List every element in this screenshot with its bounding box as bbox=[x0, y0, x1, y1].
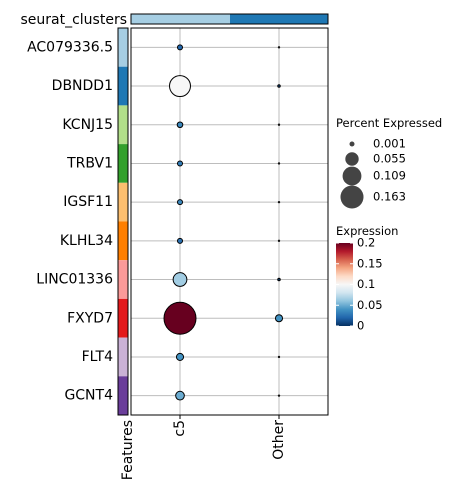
feature-color-cell bbox=[118, 66, 128, 106]
color-legend: 0 0.05 0.1 0.15 0.2 bbox=[336, 236, 383, 333]
y-tick-label: IGSF11 bbox=[63, 194, 113, 210]
size-legend-label: 0.001 bbox=[373, 137, 406, 151]
grid-layer bbox=[131, 28, 328, 415]
y-tick-labels: AC079336.5 DBNDD1 KCNJ15 TRBV1 IGSF11 KLHL34 L… bbox=[27, 39, 113, 403]
data-dot bbox=[163, 301, 197, 335]
data-dot bbox=[277, 277, 281, 282]
feature-color-cell bbox=[118, 298, 128, 338]
data-dot bbox=[277, 123, 281, 126]
y-tick-label: LINC01336 bbox=[36, 272, 113, 288]
y-tick-label: FLT4 bbox=[82, 349, 113, 365]
feature-color-cell bbox=[118, 221, 128, 261]
data-dot bbox=[175, 390, 185, 401]
feature-color-cell bbox=[118, 337, 128, 377]
dots-layer bbox=[163, 44, 284, 401]
top-annotation bbox=[130, 13, 329, 25]
size-legend-dot bbox=[345, 152, 359, 166]
color-legend-label: 0.15 bbox=[357, 256, 383, 270]
y-tick-label: GCNT4 bbox=[64, 388, 113, 404]
color-legend-label: 0 bbox=[357, 319, 364, 333]
data-dot bbox=[176, 199, 184, 206]
y-tick-label: AC079336.5 bbox=[27, 39, 113, 55]
data-dot bbox=[277, 394, 281, 397]
feature-color-cell bbox=[118, 260, 128, 299]
data-dot bbox=[277, 239, 281, 243]
color-legend-label: 0.2 bbox=[357, 236, 375, 250]
data-dot bbox=[277, 162, 281, 165]
x-tick-labels: c5 Other bbox=[172, 415, 287, 460]
data-dot bbox=[175, 352, 185, 361]
y-tick-label: TRBV1 bbox=[66, 155, 113, 171]
data-dot bbox=[176, 44, 184, 51]
size-legend-label: 0.055 bbox=[373, 152, 406, 166]
feature-color-cell bbox=[118, 144, 128, 183]
y-tick-label: DBNDD1 bbox=[52, 78, 113, 94]
size-legend-title: Percent Expressed bbox=[336, 116, 442, 130]
feature-color-cell bbox=[118, 182, 128, 222]
data-dot bbox=[277, 46, 281, 49]
y-tick-label: KCNJ15 bbox=[62, 117, 113, 133]
feature-color-cell bbox=[118, 376, 128, 415]
size-legend-dot bbox=[340, 185, 364, 209]
panel-border bbox=[130, 27, 329, 416]
data-dot bbox=[176, 237, 184, 244]
data-dot bbox=[169, 75, 191, 98]
feature-annotation bbox=[117, 27, 129, 416]
data-dot bbox=[176, 160, 184, 167]
data-dot bbox=[176, 121, 184, 129]
color-legend-label: 0.1 bbox=[357, 277, 375, 291]
data-dot bbox=[172, 272, 188, 287]
size-legend-dot bbox=[342, 166, 362, 186]
top-annotation-segment bbox=[131, 14, 230, 24]
data-dot bbox=[277, 84, 281, 88]
y-tick-label: KLHL34 bbox=[60, 233, 113, 249]
data-dot bbox=[277, 355, 281, 359]
size-legend-dot bbox=[349, 141, 355, 147]
color-legend-bar bbox=[336, 243, 353, 326]
size-legend-label: 0.163 bbox=[373, 190, 406, 204]
feature-color-cell bbox=[118, 28, 128, 67]
data-dot bbox=[274, 314, 284, 323]
feature-strip-border bbox=[117, 27, 129, 416]
color-legend-title: Expression bbox=[336, 224, 398, 238]
size-legend-label: 0.109 bbox=[373, 169, 406, 183]
x-tick-label: Other bbox=[271, 420, 287, 460]
data-dot bbox=[277, 200, 281, 204]
color-legend-label: 0.05 bbox=[357, 298, 383, 312]
x-tick-label: c5 bbox=[172, 420, 188, 437]
top-annotation-segment bbox=[230, 14, 328, 24]
y-tick-label: FXYD7 bbox=[67, 310, 113, 326]
top-annotation-label: seurat_clusters bbox=[20, 12, 127, 28]
top-annotation-border bbox=[130, 13, 329, 25]
features-axis-label: Features bbox=[120, 420, 136, 480]
feature-color-cell bbox=[118, 105, 128, 145]
